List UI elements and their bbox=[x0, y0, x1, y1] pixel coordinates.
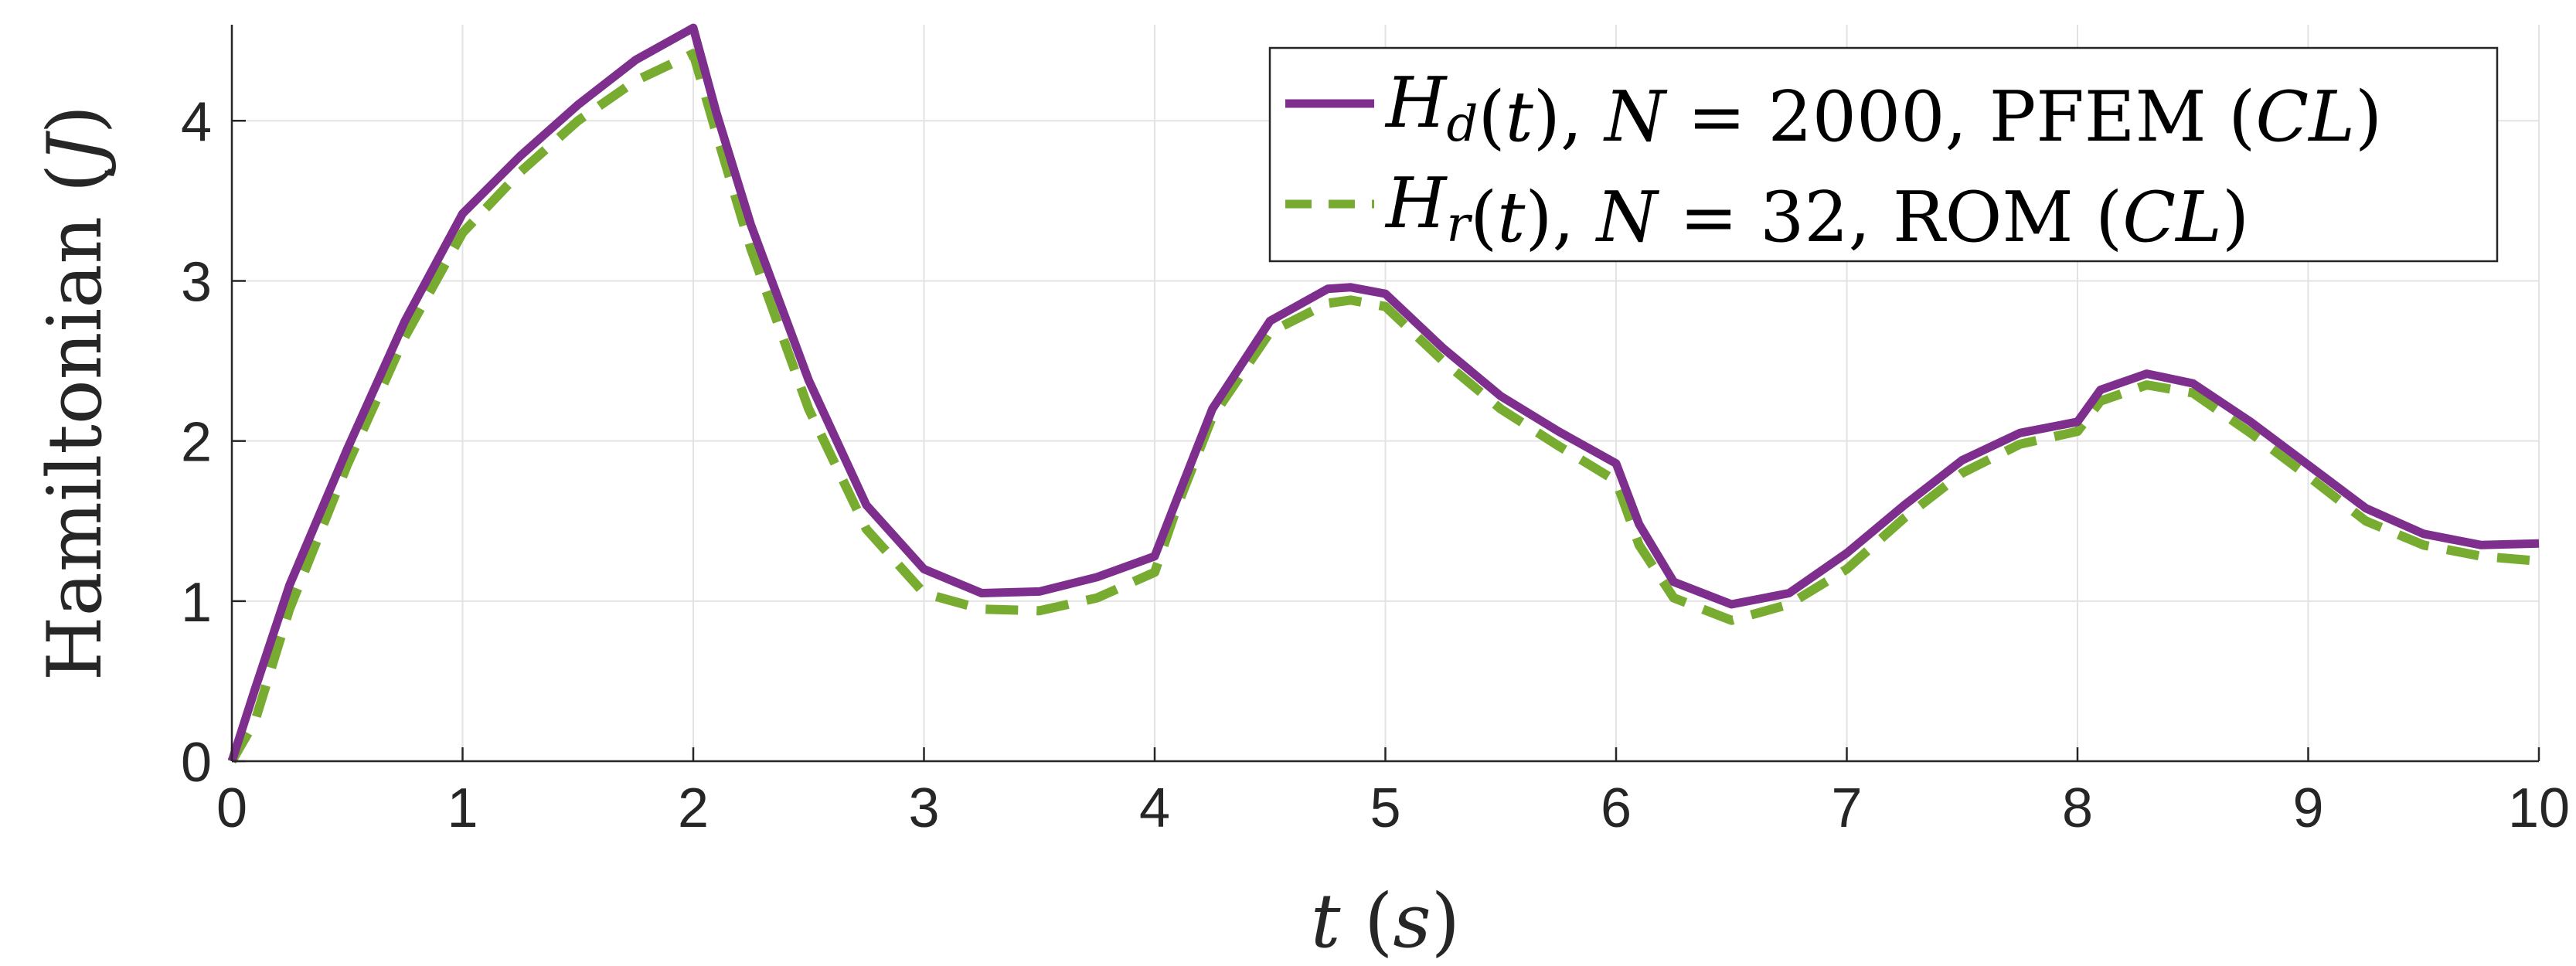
tick-labels: 0 1 2 3 4 5 6 7 8 9 10 0 1 2 3 4 bbox=[181, 91, 2570, 839]
x-tick-label-8: 8 bbox=[2062, 777, 2093, 839]
x-axis-label: t (s) bbox=[1311, 878, 1460, 964]
axes bbox=[230, 25, 2540, 763]
x-tick-label-0: 0 bbox=[216, 777, 247, 839]
x-tick-label-7: 7 bbox=[1831, 777, 1862, 839]
x-tick-label-6: 6 bbox=[1601, 777, 1632, 839]
x-tick-label-4: 4 bbox=[1139, 777, 1170, 839]
y-tick-label-0: 0 bbox=[181, 732, 212, 794]
y-tick-label-1: 1 bbox=[181, 572, 212, 634]
x-tick-label-5: 5 bbox=[1370, 777, 1400, 839]
x-tick-label-2: 2 bbox=[678, 777, 709, 839]
legend-label-0: Hd(t), N = 2000, PFEM (CL) bbox=[1384, 63, 2382, 158]
x-tick-label-3: 3 bbox=[908, 777, 939, 839]
x-tick-label-1: 1 bbox=[447, 777, 478, 839]
y-tick-label-3: 3 bbox=[181, 251, 212, 313]
y-tick-label-2: 2 bbox=[181, 412, 212, 474]
legend-box bbox=[1268, 46, 2499, 263]
y-axis-label: Hamiltonian (J) bbox=[32, 105, 118, 681]
legend: Hd(t), N = 2000, PFEM (CL)Hr(t), N = 32,… bbox=[1268, 46, 2499, 263]
series-line-1 bbox=[227, 49, 2540, 764]
series-line-0 bbox=[227, 23, 2540, 763]
legend-label-1: Hr(t), N = 32, ROM (CL) bbox=[1384, 163, 2249, 258]
y-tick-label-4: 4 bbox=[181, 91, 212, 153]
x-tick-label-9: 9 bbox=[2292, 777, 2323, 839]
x-tick-label-10: 10 bbox=[2508, 777, 2570, 839]
series-layer bbox=[227, 23, 2540, 764]
